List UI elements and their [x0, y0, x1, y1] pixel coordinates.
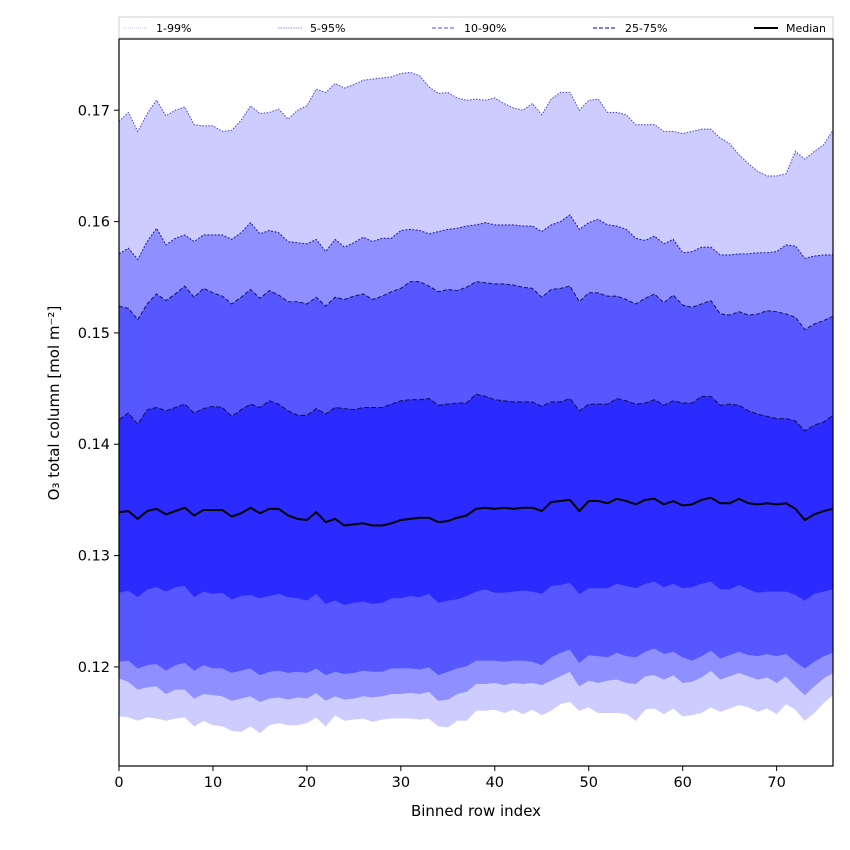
y-tick-label: 0.15 — [78, 326, 110, 342]
x-tick-label: 40 — [486, 775, 504, 791]
x-axis-label: Binned row index — [411, 802, 541, 820]
band-edge-p99 — [118, 71, 834, 177]
x-tick-label: 70 — [767, 775, 785, 791]
band-edges-layer — [118, 71, 834, 734]
x-tick-label: 20 — [298, 775, 316, 791]
band-edge-p1 — [118, 694, 834, 734]
band-edge-p90 — [118, 281, 834, 331]
x-tick-label: 30 — [392, 775, 410, 791]
x-tick-label: 10 — [204, 775, 222, 791]
band-edge-p95 — [118, 214, 833, 261]
y-axis-ticks: 0.12 0.13 0.14 0.15 0.16 0.17 — [78, 103, 119, 676]
y-axis-label: O₃ total column [mol m⁻²] — [45, 306, 63, 501]
legend-item: Median — [754, 22, 826, 35]
legend: 1-99% 5-95% 10-90% 25-75% Median — [118, 16, 834, 39]
legend-frame — [118, 16, 834, 39]
band-edge-p10 — [118, 647, 834, 676]
y-tick-label: 0.14 — [78, 437, 110, 453]
legend-label: 25-75% — [625, 22, 667, 35]
x-tick-label: 0 — [114, 775, 123, 791]
y-tick-label: 0.12 — [78, 660, 110, 676]
legend-item: 5-95% — [278, 22, 345, 35]
bands-layer — [119, 72, 833, 733]
y-tick-label: 0.17 — [78, 103, 110, 119]
x-tick-label: 60 — [673, 775, 691, 791]
legend-item: 1-99% — [124, 22, 191, 35]
median-layer — [118, 496, 834, 527]
x-axis-ticks: 0 10 20 30 40 50 60 70 — [114, 766, 786, 791]
y-tick-label: 0.13 — [78, 549, 110, 565]
plot-frame — [118, 38, 834, 767]
legend-item: 10-90% — [432, 22, 506, 35]
band-25-75pct — [119, 394, 833, 605]
legend-label: 1-99% — [156, 22, 191, 35]
legend-label: 10-90% — [464, 22, 506, 35]
legend-item: 25-75% — [593, 22, 667, 35]
y-tick-label: 0.16 — [78, 215, 110, 231]
legend-label: Median — [786, 22, 826, 35]
legend-label: 5-95% — [310, 22, 345, 35]
band-edge-p25 — [118, 580, 834, 605]
band-edge-p5 — [118, 669, 834, 702]
x-tick-label: 50 — [580, 775, 598, 791]
median-line — [118, 496, 834, 527]
